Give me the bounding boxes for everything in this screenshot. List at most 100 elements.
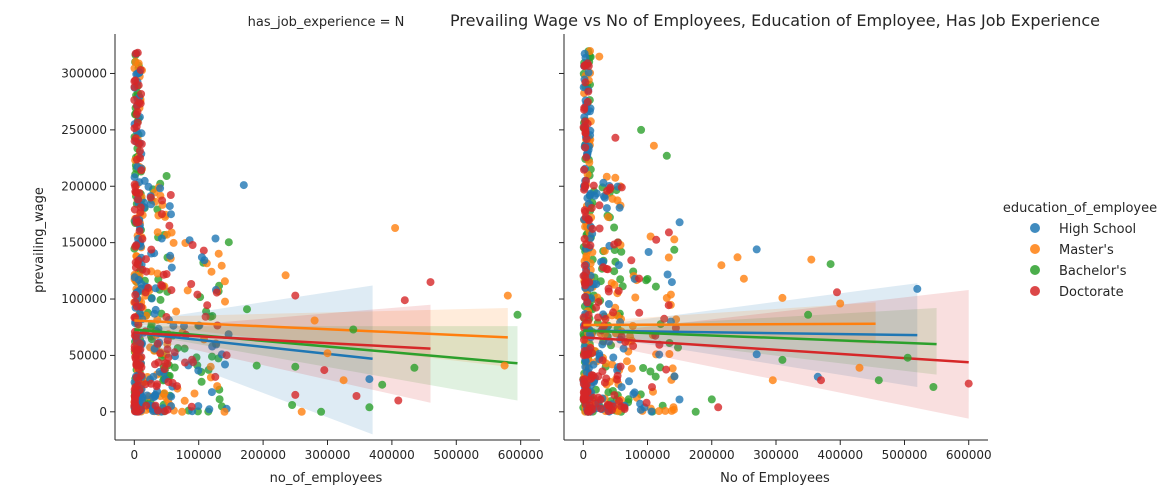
confidence-band-master-s [134,308,508,367]
cloud-point-master-s [178,407,187,416]
data-point-doctorate [291,291,300,300]
cloud-point-doctorate [163,345,172,354]
cloud-point-high-school [224,330,233,339]
cloud-point-doctorate [601,314,610,323]
axes-left: 0 100000 200000 300000 400000 500000 600000 0 50… [61,34,544,462]
data-point-bachelor-s [291,362,300,371]
data-point-bachelor-s [349,325,358,334]
data-point-master-s [807,255,816,264]
cloud-point-high-school [211,234,220,243]
data-point-master-s [778,293,787,302]
data-point-doctorate [291,390,300,399]
legend-marker-high-school [1030,223,1040,233]
cloud-point-high-school [165,202,174,211]
cloud-point-doctorate [599,263,608,272]
cloud-point-high-school [147,294,156,303]
cloud-point-doctorate [187,402,196,411]
data-point-doctorate [352,392,361,400]
cloud-point-doctorate [153,339,162,348]
cloud-point-doctorate [598,356,607,365]
data-point-high-school [913,284,922,293]
cloud-point-high-school [667,278,676,287]
cloud-point-master-s [655,407,663,416]
cloud-point-doctorate [603,401,612,409]
cloud-point-master-s [180,396,189,405]
cloud-point-doctorate [582,135,591,144]
cloud-point-master-s [602,172,611,181]
data-point-master-s [391,224,400,232]
cloud-point-doctorate [584,87,593,96]
x-tick-label: 300000 [305,448,351,462]
cloud-point-high-school [663,270,672,279]
cloud-point-doctorate [609,308,618,317]
cloud-point-doctorate [132,188,140,197]
cloud-point-master-s [623,357,631,366]
cloud-point-doctorate [595,224,604,233]
cloud-point-high-school [586,191,594,200]
cloud-point-doctorate [136,203,145,212]
cloud-point-doctorate [131,290,140,299]
cloud-point-bachelor-s [617,247,626,256]
cloud-point-doctorate [162,313,171,321]
legend-marker-doctorate [1030,286,1040,296]
cloud-point-doctorate [581,182,590,191]
cloud-point-doctorate [131,298,140,307]
cloud-point-master-s [183,286,192,295]
cloud-point-high-school [150,309,159,318]
cloud-point-master-s [213,382,222,391]
cloud-point-doctorate [579,395,588,404]
y-tick-label: 0 [99,405,107,419]
cloud-point-doctorate [136,66,145,74]
cloud-point-doctorate [211,372,220,381]
cloud-point-doctorate [130,124,139,133]
y-tick-label: 200000 [61,179,107,193]
cloud-point-doctorate [579,271,588,280]
cloud-point-high-school [151,390,160,399]
cloud-point-high-school [169,321,178,330]
cloud-point-doctorate [620,405,629,413]
cloud-point-doctorate [156,349,165,358]
y-tick-label: 50000 [69,348,107,362]
cloud-point-high-school [595,349,604,358]
cloud-point-doctorate [581,293,589,302]
x-tick-label: 0 [130,448,138,462]
cloud-point-master-s [668,364,677,373]
cloud-point-high-school [644,248,653,256]
cloud-point-doctorate [146,193,155,202]
data-point-master-s [739,274,748,283]
data-point-master-s [323,349,332,358]
data-point-high-school [365,375,374,384]
regression-line-bachelor-s [583,329,937,346]
cloud-point-master-s [153,228,162,237]
regression-line-master-s [583,322,876,327]
data-point-bachelor-s [662,151,671,160]
cloud-point-master-s [665,350,674,358]
cloud-point-doctorate [137,166,146,175]
data-point-master-s [595,52,604,61]
cloud-point-doctorate [142,255,150,264]
cloud-point-doctorate [662,365,671,374]
cloud-point-doctorate [203,301,212,310]
x-tick-label: 200000 [689,448,735,462]
x-tick-label: 300000 [753,448,799,462]
legend-label-doctorate: Doctorate [1059,285,1124,300]
cloud-point-doctorate [201,312,210,321]
cloud-point-master-s [207,267,216,276]
cloud-point-high-school [147,200,155,209]
cloud-point-high-school [625,377,633,386]
cloud-point-doctorate [588,349,597,358]
cloud-point-doctorate [581,143,590,152]
cloud-point-high-school [598,340,607,349]
confidence-band-high-school [583,283,918,387]
cloud-point-doctorate [598,367,607,376]
data-point-bachelor-s [637,125,646,134]
cloud-point-high-school [167,210,175,219]
cloud-point-high-school [208,342,217,351]
cloud-point-doctorate [580,105,589,114]
cloud-point-doctorate [671,324,680,332]
cloud-point-doctorate [603,186,612,195]
cloud-point-doctorate [614,286,623,295]
cloud-point-master-s [134,59,143,68]
cloud-point-doctorate [660,314,669,323]
cloud-point-master-s [666,290,675,299]
